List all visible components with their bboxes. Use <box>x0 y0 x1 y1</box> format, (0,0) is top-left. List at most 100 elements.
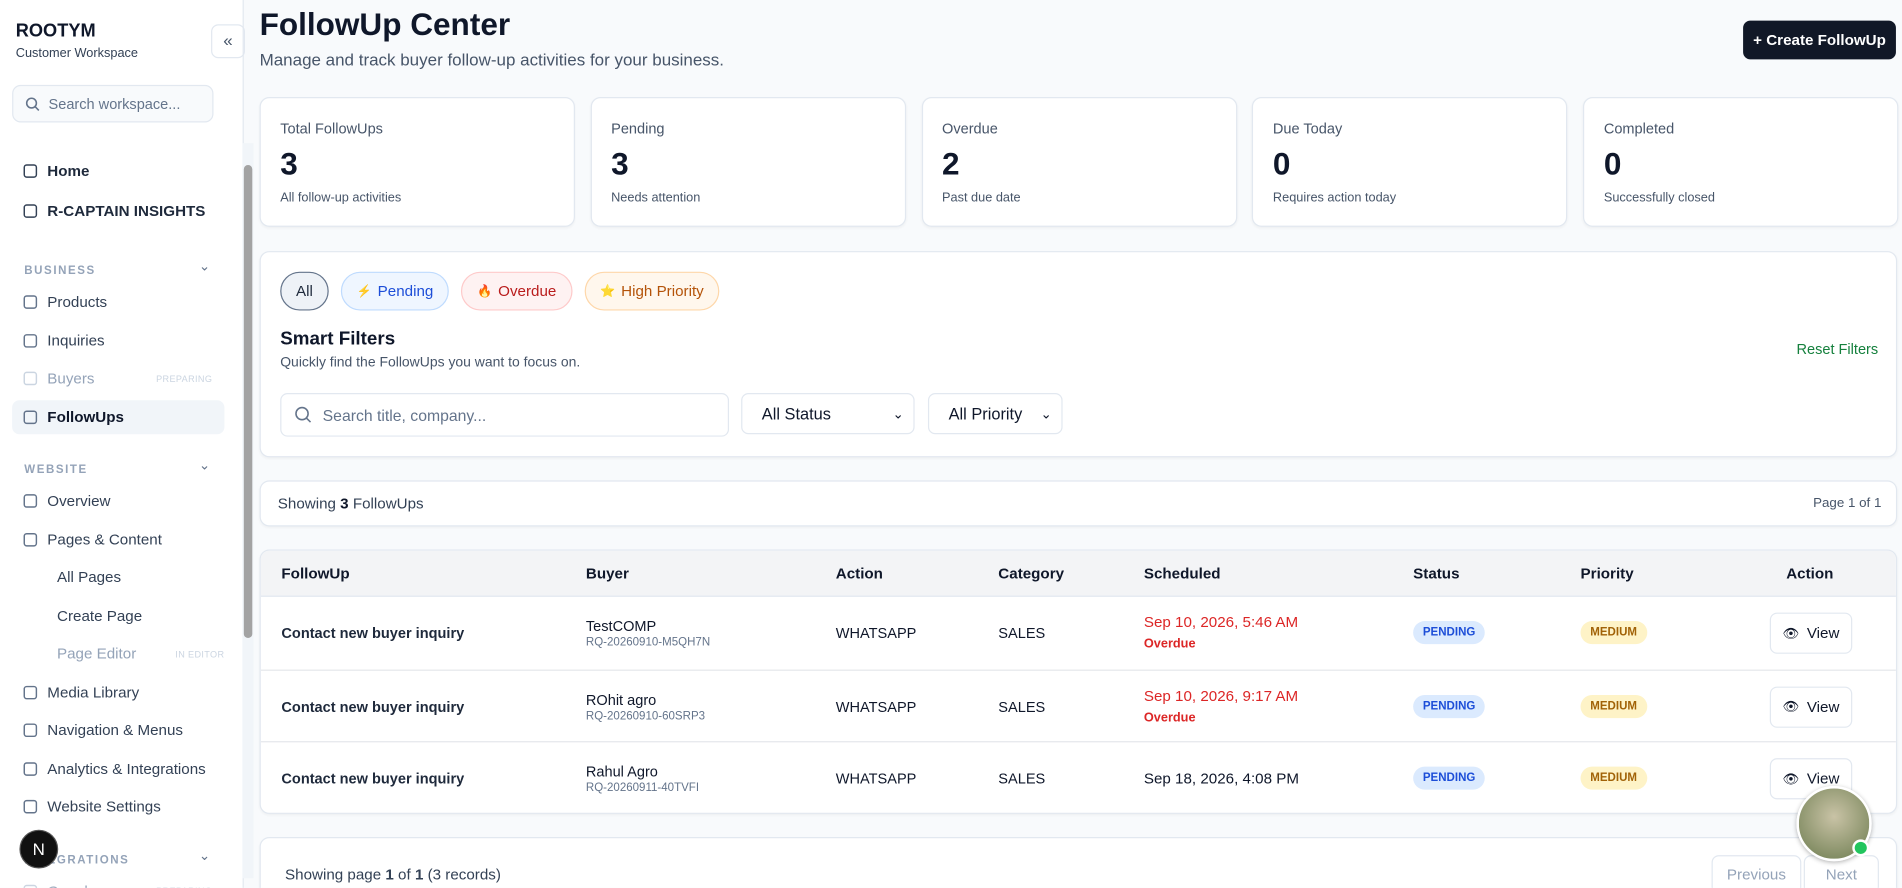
select-label: All Priority <box>948 404 1023 423</box>
scheduled: Sep 10, 2026, 9:17 AM <box>1143 687 1299 705</box>
page-title: FollowUp Center <box>259 6 511 43</box>
next-button[interactable]: Next <box>1803 855 1879 888</box>
nav-item[interactable]: Google PREPARING <box>12 874 224 888</box>
stat-value: 0 <box>1272 145 1291 182</box>
stat-note: Needs attention <box>611 190 701 205</box>
nav-item[interactable]: Navigation & Menus <box>12 713 224 747</box>
search-box[interactable]: Search workspace... <box>12 84 214 123</box>
nav-label: All Pages <box>57 568 122 586</box>
nav-item[interactable]: Pages & Content <box>12 522 224 556</box>
nav-label: R-CAPTAIN INSIGHTS <box>47 202 206 220</box>
scheduled: Sep 18, 2026, 4:08 PM <box>1143 770 1299 788</box>
category: SALES <box>998 698 1046 716</box>
eye-icon: 👁 <box>1782 772 1800 787</box>
nav-label: Create Page <box>57 607 143 625</box>
nav-label: Products <box>47 293 108 311</box>
status-pill: PENDING <box>1413 694 1486 718</box>
nav-label: Website Settings <box>47 798 161 816</box>
collapse-button[interactable]: « <box>211 24 246 59</box>
nav-icon <box>23 295 38 309</box>
nav-label: Home <box>47 162 90 180</box>
previous-button[interactable]: Previous <box>1711 855 1802 888</box>
eye-icon: 👁 <box>1782 699 1800 715</box>
stat-note: Successfully closed <box>1603 190 1715 205</box>
stat-label: Due Today <box>1272 120 1343 138</box>
filter-chip[interactable]: ⭐ High Priority <box>584 271 720 311</box>
overdue-note: Overdue <box>1143 636 1196 652</box>
nav-item[interactable]: Website Settings <box>12 790 224 824</box>
nav-item[interactable]: Create Page <box>45 599 237 633</box>
table: FollowUp Buyer Action Category Scheduled Stat… <box>259 549 1898 814</box>
nav-badge: PREPARING <box>156 373 213 384</box>
summary-bar: Showing 3 FollowUps Page 1 of 1 <box>259 480 1898 527</box>
create-button[interactable]: + Create FollowUp <box>1743 20 1896 60</box>
nav-icon <box>23 371 38 386</box>
nav-label: Buyers <box>47 369 95 387</box>
filter-search[interactable]: Search title, company... <box>280 393 730 437</box>
column-header: Status <box>1413 565 1460 583</box>
nav-label: Overview <box>47 492 111 510</box>
workspace: Customer Workspace <box>15 46 138 61</box>
nav-item[interactable]: All Pages <box>45 560 237 594</box>
select-label: All Status <box>761 404 831 423</box>
stat-card: Pending 3 Needs attention <box>590 97 906 227</box>
nav-icon <box>23 884 38 888</box>
nav-item[interactable]: FollowUps <box>12 399 225 434</box>
pg-of: of <box>398 866 411 884</box>
priority-select[interactable]: All Priority ⌄ <box>927 393 1063 435</box>
view-label: View <box>1806 624 1840 642</box>
chip-label: Overdue <box>498 282 557 300</box>
buyer-id: RQ-20260910-M5QH7N <box>585 635 711 649</box>
column-header: Priority <box>1580 565 1634 583</box>
view-button[interactable]: 👁 View <box>1769 612 1853 654</box>
section-chevron[interactable]: ⌄ <box>198 259 211 275</box>
nav-badge: IN EDITOR <box>175 648 225 660</box>
nav-item[interactable]: Media Library <box>12 675 224 709</box>
chip-icon: ⭐ <box>600 284 616 298</box>
filter-chip[interactable]: ⚡ Pending <box>340 271 450 311</box>
nav-item[interactable]: Overview <box>12 484 224 518</box>
chip-icon: 🔥 <box>476 284 493 298</box>
nav-item[interactable]: Products <box>12 285 224 319</box>
nav-item[interactable]: Analytics & Integrations <box>12 751 224 785</box>
page-subtitle: Manage and track buyer follow-up activit… <box>259 49 724 70</box>
status-pill: PENDING <box>1413 766 1486 790</box>
stat-value: 2 <box>942 145 960 182</box>
assistant-avatar[interactable] <box>1796 786 1872 862</box>
stat-value: 0 <box>1603 145 1622 182</box>
filter-chip[interactable]: 🔥 Overdue <box>461 271 573 311</box>
nav-label: Pages & Content <box>47 530 162 548</box>
search-placeholder: Search workspace... <box>48 95 181 113</box>
table-row: Contact new buyer inquiry Rahul Agro RQ-20… <box>260 741 1896 813</box>
nav-badge: PREPARING <box>156 885 212 887</box>
buyer-name: TestCOMP <box>585 617 657 635</box>
table-row: Contact new buyer inquiry ROhit agro RQ-20… <box>260 668 1896 742</box>
view-button[interactable]: 👁 View <box>1769 685 1853 728</box>
nav-item[interactable]: Home <box>12 154 224 188</box>
chip-icon: ⚡ <box>356 284 372 298</box>
avatar[interactable]: N <box>19 829 59 869</box>
chevron: ⌄ <box>892 406 904 422</box>
section-chevron[interactable]: ⌄ <box>198 848 211 864</box>
sidebar: ROOTYM Customer Workspace « Search works… <box>0 0 254 888</box>
section-chevron[interactable]: ⌄ <box>198 458 211 474</box>
nav-item[interactable]: R-CAPTAIN INSIGHTS <box>12 194 224 228</box>
priority-pill: MEDIUM <box>1580 766 1647 790</box>
summary-prefix: Showing <box>277 494 336 512</box>
summary-suffix: FollowUps <box>352 494 424 512</box>
buyer-id: RQ-20260910-60SRP3 <box>585 709 706 723</box>
nav-item[interactable]: Buyers PREPARING <box>12 361 224 395</box>
nav-icon <box>23 799 38 814</box>
nav-item[interactable]: Inquiries <box>12 323 224 357</box>
section-title: WEBSITE <box>24 463 88 477</box>
summary-count: 3 <box>340 494 349 512</box>
nav-icon <box>23 409 38 424</box>
nav-label: FollowUps <box>47 408 124 426</box>
status-select[interactable]: All Status ⌄ <box>741 393 915 435</box>
filter-chip[interactable]: All <box>280 271 329 311</box>
reset-filters[interactable]: Reset Filters <box>1796 340 1879 358</box>
nav-label: Google <box>47 882 96 887</box>
nav-item[interactable]: Page Editor IN EDITOR <box>45 637 237 671</box>
